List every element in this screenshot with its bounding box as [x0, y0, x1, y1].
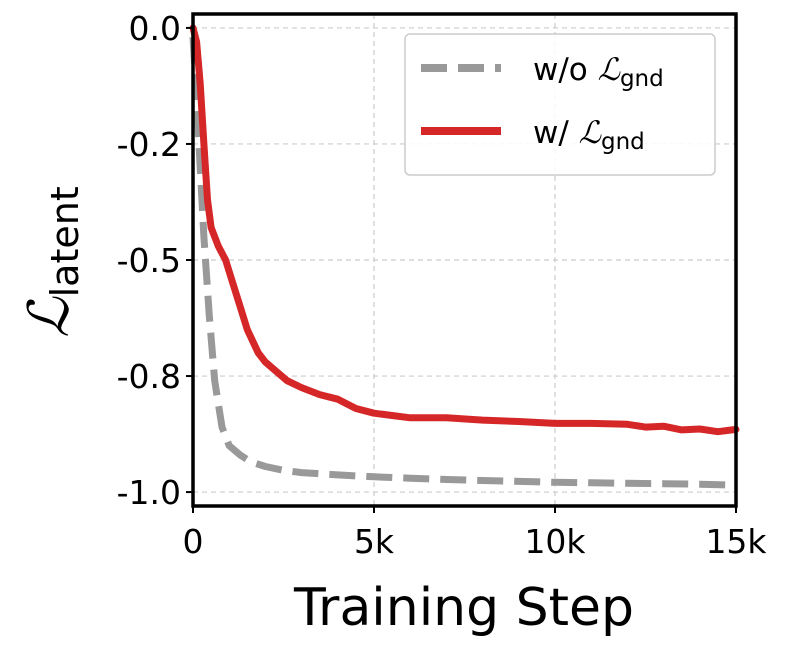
- legend-label-w-gnd-symbol: ℒ: [579, 115, 602, 151]
- series-layer: [189, 24, 740, 489]
- y-tick-label-0: 0.0: [129, 9, 181, 48]
- series-line-wo-gnd: [189, 36, 737, 489]
- x-tick-label-0: 0: [183, 522, 204, 561]
- legend: w/o ℒgnd w/ ℒgnd: [404, 33, 716, 176]
- x-tick-label-1: 5k: [354, 522, 395, 561]
- x-tick-label-2: 10k: [524, 522, 586, 561]
- y-axis-label-subscript: latent: [43, 186, 87, 297]
- x-tick-label-3: 15k: [705, 522, 767, 561]
- y-tick-label-2: -0.5: [117, 241, 181, 280]
- legend-label-wo-gnd-subscript: gnd: [620, 66, 664, 92]
- legend-label-wo-gnd-symbol: ℒ: [598, 52, 621, 88]
- y-tick-label-3: -0.8: [117, 357, 181, 396]
- y-axis-label-symbol: ℒ: [17, 296, 82, 338]
- y-axis: 0.0 -0.2 -0.5 -0.8 -1.0: [117, 9, 193, 512]
- series-line-w-gnd: [189, 24, 740, 436]
- y-tick-label-4: -1.0: [117, 473, 181, 512]
- legend-label-w-gnd-subscript: gnd: [601, 129, 645, 155]
- y-tick-label-1: -0.2: [117, 125, 181, 164]
- legend-label-wo-gnd: w/o ℒgnd: [533, 52, 664, 92]
- legend-label-wo-gnd-prefix: w/o: [533, 52, 598, 88]
- legend-label-w-gnd-prefix: w/: [533, 115, 579, 151]
- x-axis-label: Training Step: [293, 578, 634, 638]
- y-axis-label: ℒlatent: [17, 186, 87, 337]
- legend-label-w-gnd: w/ ℒgnd: [533, 115, 645, 155]
- x-axis: 0 5k 10k 15k: [183, 506, 767, 561]
